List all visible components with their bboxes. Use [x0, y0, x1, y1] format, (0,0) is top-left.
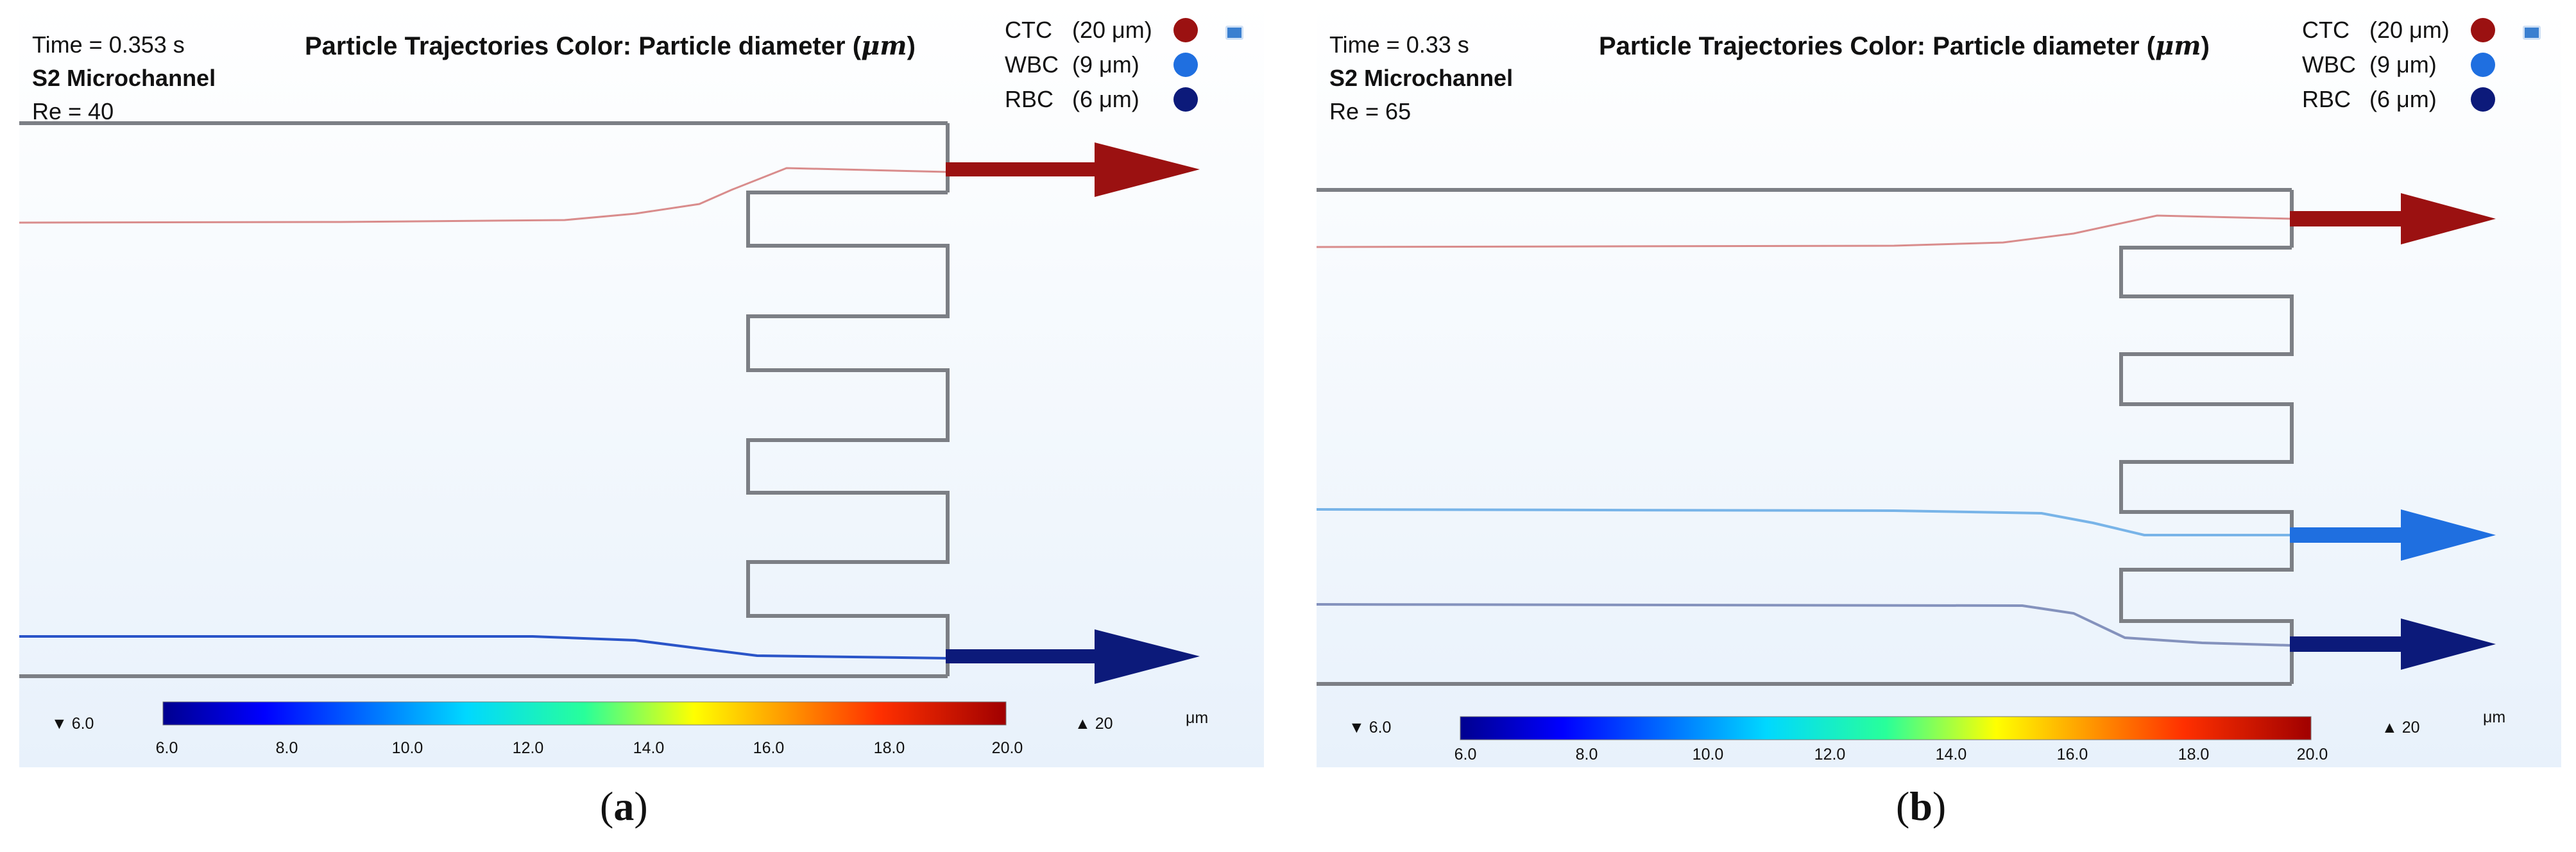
rbc-dot-icon: [1173, 87, 1198, 112]
title-prefix: Particle Trajectories Color: Particle di…: [305, 32, 862, 60]
wbc-outlet-arrow: [2290, 509, 2496, 561]
ctc-dot-icon: [1173, 18, 1198, 42]
colorbar-tick: 14.0: [633, 739, 665, 757]
colorbar-max-label: ▲ 20: [1075, 715, 1113, 733]
plot-title-a: Particle Trajectories Color: Particle di…: [305, 31, 916, 61]
rbc-outlet-arrow: [946, 629, 1200, 684]
legend-name: RBC: [1005, 86, 1054, 112]
sim-info-a: Time = 0.353 s S2 Microchannel Re = 40: [32, 28, 216, 128]
colorbar-toggle-icon[interactable]: [1225, 26, 1243, 40]
reynolds-label: Re = 40: [32, 98, 114, 124]
legend-b: CTC (20 μm) WBC (9 μm) RBC (6 μm): [2302, 13, 2495, 117]
colorbar-min-label: ▼ 6.0: [51, 715, 94, 733]
legend-name: RBC: [2302, 86, 2351, 112]
colorbar-tick: 20.0: [2296, 746, 2328, 763]
panel-b: Time = 0.33 s S2 Microchannel Re = 65 Pa…: [1317, 0, 2561, 767]
ctc-dot-icon: [2471, 18, 2495, 42]
colorbar-tick: 12.0: [1814, 746, 1846, 763]
legend-size: (9 μm): [1072, 51, 1139, 78]
colorbar-tick: 10.0: [1692, 746, 1724, 763]
rbc-trajectory: [1317, 603, 2292, 647]
microchannel-b: [1317, 188, 2294, 686]
ctc-outlet-arrow: [2290, 193, 2496, 244]
colorbar-min-label: ▼ 6.0: [1349, 719, 1392, 737]
wbc-trajectory: [1317, 508, 2292, 536]
serpentine-section: [2119, 246, 2294, 684]
time-label: Time = 0.353 s: [32, 31, 185, 58]
serpentine-section: [746, 191, 950, 676]
colorbar-toggle-icon[interactable]: [2523, 26, 2541, 40]
sim-info-b: Time = 0.33 s S2 Microchannel Re = 65: [1329, 28, 1513, 128]
ctc-trajectory: [19, 167, 948, 224]
legend-row-wbc: WBC (9 μm): [2302, 47, 2495, 82]
colorbar-unit: μm: [1186, 709, 1209, 727]
colorbar-tick: 12.0: [512, 739, 544, 757]
legend-name: WBC: [1005, 51, 1059, 78]
panel-b-drawing: [1317, 188, 2496, 740]
reynolds-label: Re = 65: [1329, 98, 1412, 124]
ctc-trajectory: [1317, 214, 2292, 248]
wbc-dot-icon: [2471, 53, 2495, 77]
legend-size: (6 μm): [1072, 86, 1139, 112]
legend-row-ctc: CTC (20 μm): [2302, 13, 2495, 47]
colorbar-tick: 6.0: [155, 739, 178, 757]
colorbar-b: [1460, 716, 2312, 740]
legend-size: (9 μm): [2369, 51, 2437, 78]
microchannel-a: [19, 121, 950, 678]
legend-row-wbc: WBC (9 μm): [1005, 47, 1198, 82]
colorbar-tick: 16.0: [2056, 746, 2088, 763]
caption-b: (b): [1896, 783, 1947, 829]
rbc-outlet-arrow: [2290, 618, 2496, 670]
title-suffix: ): [2201, 32, 2210, 60]
title-prefix: Particle Trajectories Color: Particle di…: [1599, 32, 2156, 60]
colorbar-tick: 6.0: [1454, 746, 1477, 763]
plot-title-b: Particle Trajectories Color: Particle di…: [1599, 31, 2210, 61]
title-unit: μm: [861, 31, 907, 61]
legend-a: CTC (20 μm) WBC (9 μm) RBC (6 μm): [1005, 13, 1198, 117]
colorbar-tick: 18.0: [873, 739, 905, 757]
legend-name: CTC: [2302, 17, 2350, 43]
legend-size: (20 μm): [2369, 17, 2450, 43]
caption-letter: b: [1909, 783, 1932, 829]
panel-a: Time = 0.353 s S2 Microchannel Re = 40 P…: [19, 0, 1264, 767]
colorbar-tick: 16.0: [753, 739, 785, 757]
legend-row-rbc: RBC (6 μm): [1005, 82, 1198, 117]
ctc-outlet-arrow: [946, 142, 1200, 197]
wbc-dot-icon: [1173, 53, 1198, 77]
title-unit: μm: [2155, 31, 2201, 61]
colorbar-tick: 8.0: [275, 739, 298, 757]
colorbar-max-label: ▲ 20: [2382, 719, 2420, 737]
channel-label: S2 Microchannel: [1329, 65, 1514, 91]
legend-row-rbc: RBC (6 μm): [2302, 82, 2495, 117]
colorbar-tick: 14.0: [1935, 746, 1967, 763]
legend-size: (20 μm): [1072, 17, 1152, 43]
channel-label: S2 Microchannel: [32, 65, 216, 91]
colorbar-tick: 20.0: [991, 739, 1023, 757]
title-suffix: ): [907, 32, 916, 60]
colorbar-tick: 18.0: [2178, 746, 2210, 763]
caption-a: (a): [600, 783, 648, 829]
legend-name: WBC: [2302, 51, 2356, 78]
rbc-dot-icon: [2471, 87, 2495, 112]
rbc-trajectory: [19, 635, 948, 660]
colorbar-tick: 10.0: [391, 739, 423, 757]
time-label: Time = 0.33 s: [1329, 31, 1469, 58]
colorbar-a: [162, 701, 1007, 726]
legend-name: CTC: [1005, 17, 1052, 43]
legend-size: (6 μm): [2369, 86, 2437, 112]
legend-row-ctc: CTC (20 μm): [1005, 13, 1198, 47]
caption-letter: a: [613, 783, 635, 829]
colorbar-unit: μm: [2483, 708, 2506, 726]
colorbar-tick: 8.0: [1575, 746, 1598, 763]
panel-a-drawing: [19, 121, 1200, 726]
